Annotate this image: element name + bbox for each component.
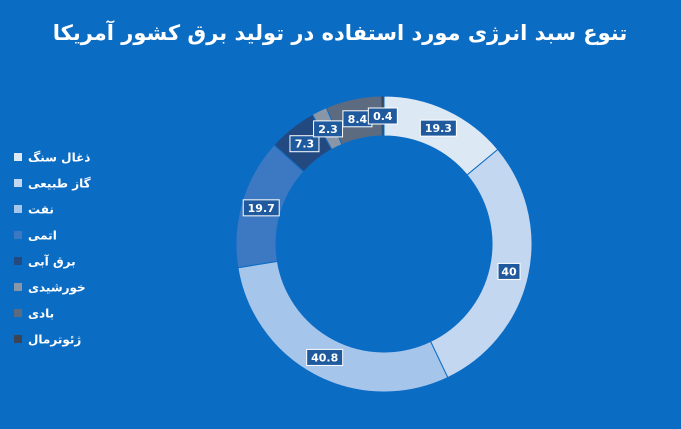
data-label-box xyxy=(242,199,280,217)
data-label-box xyxy=(306,348,344,366)
legend-label: بادی xyxy=(28,307,54,321)
legend-swatch xyxy=(14,231,22,239)
legend-swatch xyxy=(14,153,22,161)
legend-label: گاز طبیعی xyxy=(28,177,91,191)
data-label: 19.3 xyxy=(425,122,452,135)
data-label: 2.3 xyxy=(318,123,338,136)
legend-label: نفت xyxy=(28,203,54,217)
data-label: 19.7 xyxy=(248,202,275,215)
data-label-box xyxy=(313,120,344,138)
legend-label: ژئوترمال xyxy=(28,333,81,348)
data-label: 7.3 xyxy=(295,138,315,151)
legend-swatch xyxy=(14,257,22,265)
legend-label: اتمی xyxy=(28,229,57,243)
data-label: 40 xyxy=(501,265,517,278)
data-label-box xyxy=(497,262,521,280)
data-label-box xyxy=(367,107,398,125)
data-label-box xyxy=(419,119,457,137)
chart-title: تنوع سبد انرژی مورد استفاده در تولید برق… xyxy=(53,20,628,45)
legend-label: ذغال سنگ xyxy=(28,151,90,165)
legend-label: برق آبی xyxy=(28,254,76,269)
legend-swatch xyxy=(14,179,22,187)
legend-label: خورشیدی xyxy=(28,281,86,296)
data-label-box xyxy=(289,135,320,153)
legend-swatch xyxy=(14,283,22,291)
data-label: 40.8 xyxy=(311,351,338,364)
data-label: 8.4 xyxy=(348,113,368,126)
legend-swatch xyxy=(14,335,22,343)
legend-swatch xyxy=(14,309,22,317)
legend-swatch xyxy=(14,205,22,213)
data-label: 0.4 xyxy=(373,110,393,123)
